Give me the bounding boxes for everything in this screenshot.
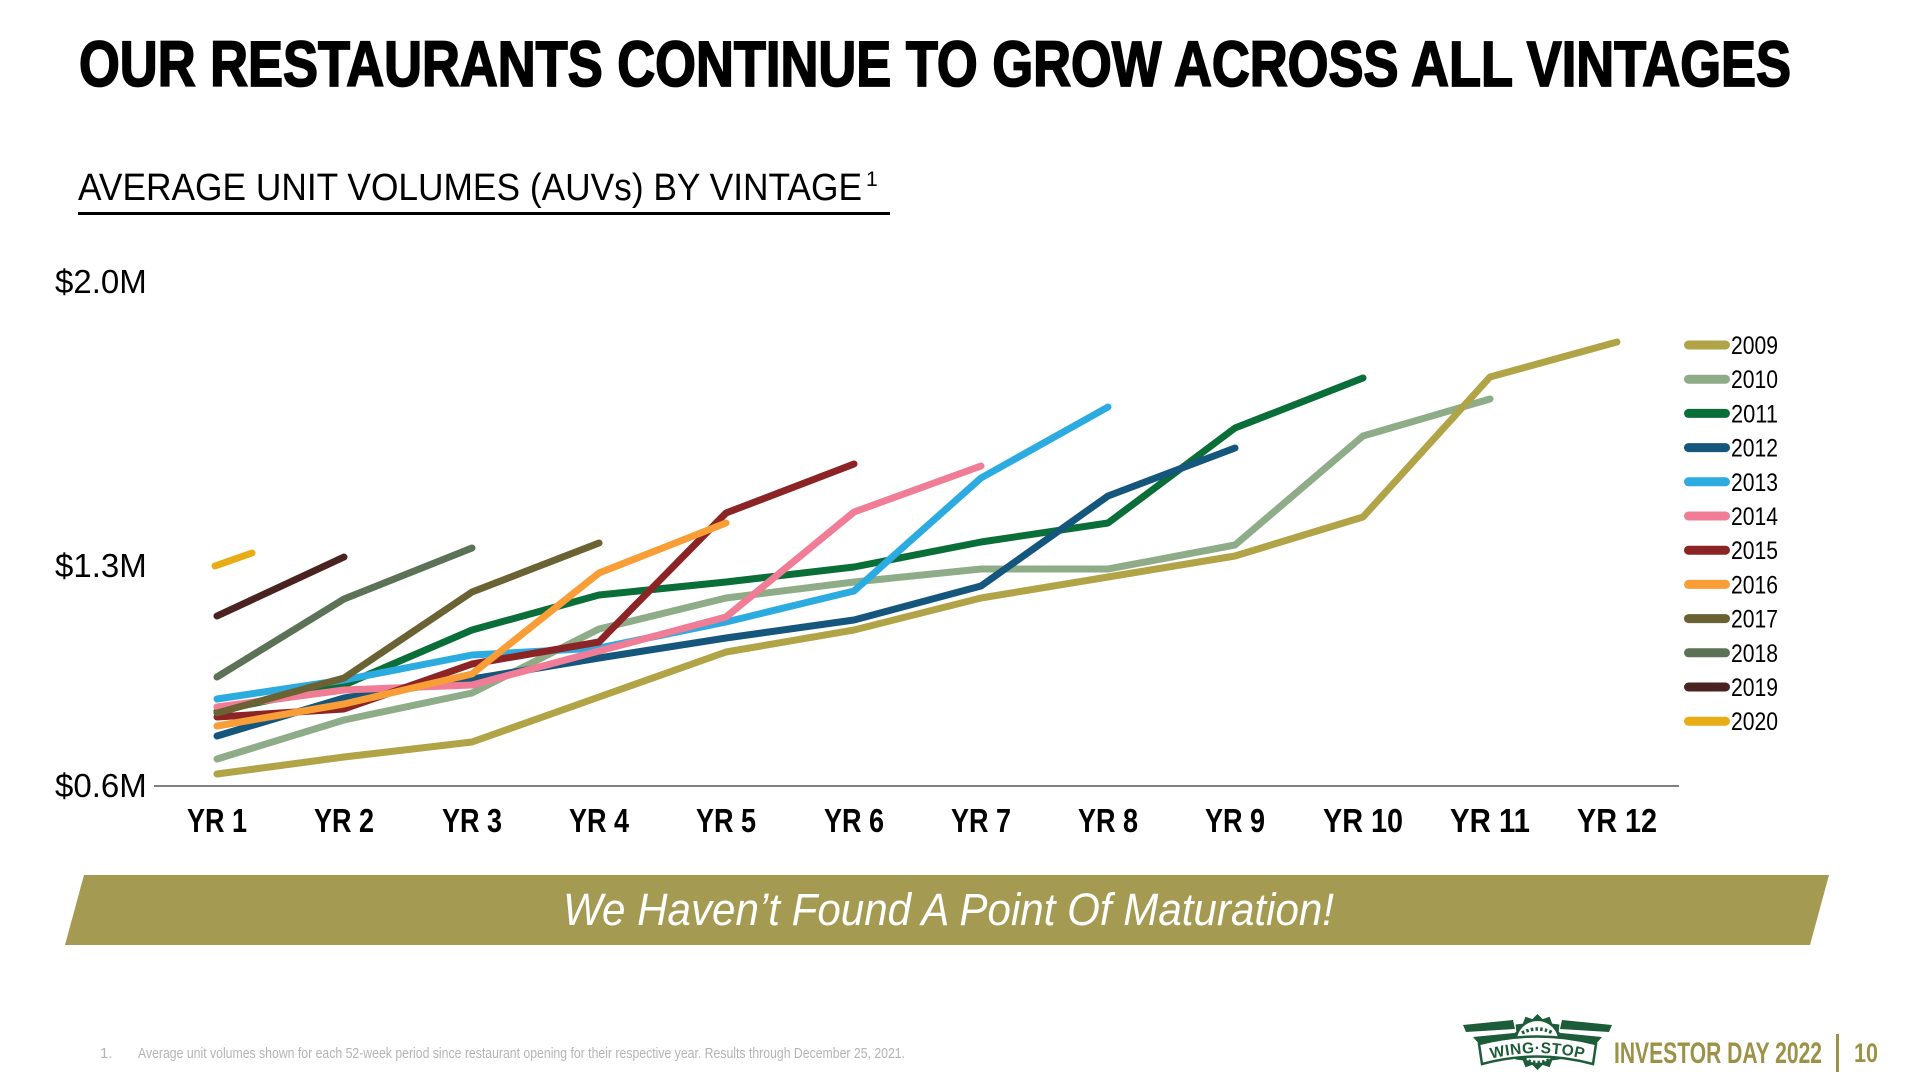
svg-text:AVERAGE UNIT VOLUMES (AUVs) BY: AVERAGE UNIT VOLUMES (AUVs) BY VINTAGE: [78, 167, 862, 209]
svg-text:2014: 2014: [1731, 503, 1778, 531]
svg-text:YR 4: YR 4: [569, 802, 630, 839]
svg-text:2011: 2011: [1731, 400, 1778, 428]
svg-text:YR 10: YR 10: [1323, 802, 1403, 839]
svg-text:2013: 2013: [1731, 469, 1778, 497]
svg-text:INVESTOR DAY 2022: INVESTOR DAY 2022: [1614, 1037, 1822, 1070]
svg-text:We Haven’t Found A Point Of Ma: We Haven’t Found A Point Of Maturation!: [563, 884, 1334, 935]
svg-text:2009: 2009: [1731, 332, 1778, 360]
svg-text:YR 2: YR 2: [314, 802, 374, 839]
svg-text:YR 1: YR 1: [187, 802, 247, 839]
svg-text:OUR RESTAURANTS CONTINUE TO GR: OUR RESTAURANTS CONTINUE TO GROW ACROSS …: [79, 28, 1791, 100]
svg-text:1: 1: [866, 168, 878, 191]
svg-text:YR 12: YR 12: [1577, 802, 1657, 839]
svg-text:10: 10: [1854, 1038, 1878, 1068]
svg-text:2015: 2015: [1731, 537, 1778, 565]
svg-text:$0.6M: $0.6M: [55, 767, 147, 804]
svg-text:YR 8: YR 8: [1078, 802, 1138, 839]
svg-text:2010: 2010: [1731, 366, 1778, 394]
svg-text:WING·STOP: WING·STOP: [1488, 1040, 1586, 1063]
svg-text:YR 9: YR 9: [1205, 802, 1265, 839]
svg-text:1.: 1.: [100, 1045, 113, 1062]
svg-text:YR 6: YR 6: [824, 802, 884, 839]
svg-text:2016: 2016: [1731, 571, 1778, 599]
svg-text:2017: 2017: [1731, 606, 1778, 634]
svg-text:YR 5: YR 5: [696, 802, 756, 839]
svg-text:2012: 2012: [1731, 435, 1778, 463]
svg-text:YR 11: YR 11: [1450, 802, 1530, 839]
svg-text:2020: 2020: [1731, 708, 1778, 736]
svg-text:YR 7: YR 7: [951, 802, 1011, 839]
svg-text:Average unit volumes shown for: Average unit volumes shown for each 52-w…: [138, 1045, 905, 1062]
svg-text:2019: 2019: [1731, 674, 1778, 702]
svg-text:$1.3M: $1.3M: [55, 547, 147, 584]
svg-text:2018: 2018: [1731, 640, 1778, 668]
svg-text:$2.0M: $2.0M: [55, 263, 147, 300]
svg-text:YR 3: YR 3: [442, 802, 502, 839]
